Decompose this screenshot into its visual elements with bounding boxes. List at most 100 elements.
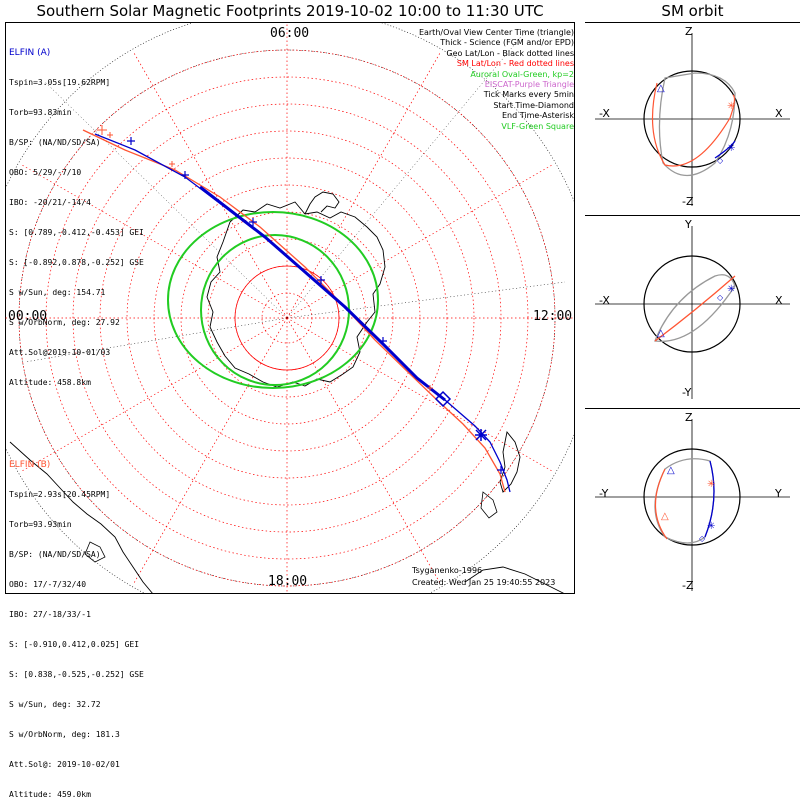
island-coastline <box>480 491 498 519</box>
axis-right: X <box>775 107 783 120</box>
elfin-a-line: Tspin=3.05s[19.62RPM] <box>9 78 111 87</box>
legend-item: Thick - Science (FGM and/or EPD) <box>440 38 574 48</box>
earth-circle <box>643 70 741 168</box>
legend-item: End Time-Asterisk <box>501 111 574 121</box>
orbit-panel-xz: △ ✳ ✳ ◇ Z -Z -X X <box>585 22 800 215</box>
orbit-panel-yz: △ △ ✳ ✳ ◇ Z -Z -Y Y <box>585 408 800 600</box>
legend-item: VLF-Green Square <box>501 121 574 131</box>
end-asterisk-b <box>97 125 107 135</box>
antarctica-coastline <box>206 201 386 388</box>
orbit-marker: ✳ <box>707 479 715 490</box>
antarctic-peninsula <box>304 191 340 215</box>
elfin-a-line: S: [-0.892,0.878,-0.252] GSE <box>9 258 144 267</box>
earth-circle <box>643 255 741 353</box>
time-label-right: 12:00 <box>533 309 573 324</box>
australia-coastline <box>464 566 566 594</box>
orbit-marker: ◇ <box>699 534 706 543</box>
orbit-marker: ◇ <box>717 293 724 302</box>
time-label-bottom: 18:00 <box>268 574 308 589</box>
earth-circle <box>643 448 741 546</box>
model-label: Tsyganenko-1996 <box>412 566 483 575</box>
orbit-marker: △ <box>657 83 665 94</box>
elfin-a-line: Att.Sol@2019-10-01/03 <box>9 348 111 357</box>
elfin-b-line: S: [-0.910,0.412,0.025] GEI <box>9 640 140 649</box>
elfin-b-line: S w/Sun, deg: 32.72 <box>9 700 101 709</box>
legend-item: EISCAT-Purple Triangle <box>484 80 574 90</box>
elfin-a-line: IBO: -20/21/-14/4 <box>9 198 91 207</box>
elfin-a-info: ELFIN (A) Tspin=3.05s[19.62RPM] Torb=93.… <box>9 28 144 398</box>
elfin-a-line: OBO: 5/29/-7/10 <box>9 168 82 177</box>
axis-bottom: -Z <box>682 579 694 592</box>
orbit-marker: ✳ <box>727 101 735 112</box>
time-label-left: 00:00 <box>8 309 48 324</box>
auroral-oval-inner <box>200 234 350 386</box>
elfin-b-line: Torb=93.93min <box>9 520 72 529</box>
elfin-a-line: S w/Sun, deg: 154.71 <box>9 288 106 297</box>
map-frame <box>5 22 575 594</box>
elfin-b-line: Altitude: 459.0km <box>9 790 91 799</box>
orbit-marker: △ <box>661 511 669 522</box>
orbit-elfin-b <box>654 468 668 540</box>
south-america-coastline <box>9 441 154 594</box>
axis-right: X <box>775 294 783 307</box>
orbit-panel-xy: △ ✳ ◇ Y -Y -X X <box>585 215 800 408</box>
elfin-a-header: ELFIN (A) <box>9 48 51 58</box>
orbit-marker: ✳ <box>727 143 735 154</box>
axis-right: Y <box>775 487 782 500</box>
orbit-title: SM orbit <box>661 2 724 20</box>
elfin-b-line: S: [0.838,-0.525,-0.252] GSE <box>9 670 144 679</box>
axis-left: -X <box>599 294 610 307</box>
elfin-b-line: S w/OrbNorm, deg: 181.3 <box>9 730 120 739</box>
elfin-b-ticks <box>107 132 433 391</box>
elfin-a-track <box>94 133 511 493</box>
elfin-b-line: IBO: 27/-18/33/-1 <box>9 610 91 619</box>
time-label-top: 06:00 <box>270 26 310 41</box>
axis-bottom: -Y <box>682 386 692 399</box>
legend-item: Start Time-Diamond <box>493 100 574 110</box>
elfin-a-ticks <box>127 137 505 474</box>
sm-inner-circle <box>234 265 340 371</box>
axis-top: Z <box>685 411 693 424</box>
polar-map <box>5 22 575 594</box>
legend-item: Earth/Oval View Center Time (triangle) <box>418 28 574 37</box>
legend-item: SM Lat/Lon - Red dotted lines <box>456 59 574 69</box>
legend-item: Auroral Oval-Green, kp=2 <box>470 69 574 79</box>
new-zealand-coastline <box>499 430 521 493</box>
orbit-marker: ✳ <box>727 284 735 295</box>
legend: Earth/Oval View Center Time (triangle) Th… <box>419 28 574 132</box>
elfin-a-line: S w/OrbNorm, deg: 27.92 <box>9 318 120 327</box>
elfin-b-track <box>82 129 506 493</box>
axis-top: Y <box>685 218 692 231</box>
legend-item: Geo Lat/Lon - Black dotted lines <box>446 48 574 58</box>
orbit-elfin-b <box>651 82 736 167</box>
axis-bottom: -Z <box>682 195 694 208</box>
axis-left: -Y <box>599 487 609 500</box>
start-diamond <box>434 390 452 408</box>
elfin-b-line: Tspin=2.93s[20.45RPM] <box>9 490 111 499</box>
legend-item: Tick Marks every 5min <box>483 90 574 100</box>
plot-title: Southern Solar Magnetic Footprints 2019-… <box>36 2 544 20</box>
elfin-a-line: Torb=93.83min <box>9 108 72 117</box>
axis-left: -X <box>599 107 610 120</box>
axis-top: Z <box>685 25 693 38</box>
orbit-marker: ◇ <box>717 156 724 165</box>
orbit-marker: △ <box>657 328 665 339</box>
end-asterisk-a <box>475 429 487 441</box>
falkland-islands <box>84 541 106 563</box>
orbit-marker: △ <box>667 465 675 476</box>
elfin-b-header: ELFIN (B) <box>9 460 51 470</box>
elfin-a-science-segment <box>199 185 446 402</box>
orbit-elfin-b <box>654 275 736 342</box>
geo-lon-grid <box>24 31 566 363</box>
orbit-gray <box>654 274 736 343</box>
orbit-marker: ✳ <box>707 521 715 532</box>
elfin-b-line: Att.Sol@: 2019-10-02/01 <box>9 760 120 769</box>
sm-lon-grid <box>5 22 575 594</box>
created-label: Created: Wed Jan 25 19:40:55 2023 <box>412 578 556 587</box>
orbit-gray <box>658 72 736 176</box>
orbit-elfin-a <box>704 460 715 538</box>
elfin-b-info: ELFIN (B) Tspin=2.93s[20.45RPM] Torb=93.… <box>9 440 144 810</box>
elfin-a-line: S: [0.789,-0.412,-0.453] GEI <box>9 228 144 237</box>
elfin-b-line: OBO: 17/-7/32/40 <box>9 580 87 589</box>
auroral-oval-outer <box>167 211 379 389</box>
